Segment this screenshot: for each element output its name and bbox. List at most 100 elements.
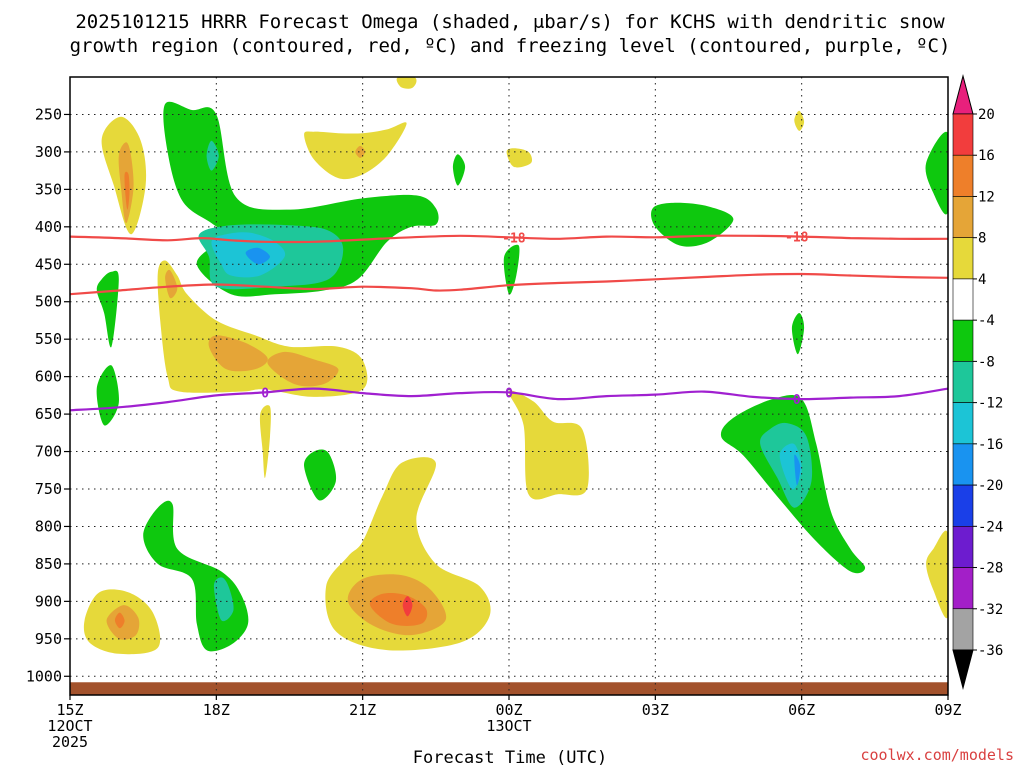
colorbar-label-8: -16 xyxy=(978,437,1003,453)
freezing-label-0: 0 xyxy=(261,386,269,401)
dendritic-label-1: -18 xyxy=(785,230,809,245)
colorbar-label-4: 4 xyxy=(978,272,986,288)
grid-lines xyxy=(70,77,948,695)
ground-band xyxy=(70,682,948,695)
colorbar-bin-13 xyxy=(952,608,974,651)
colorbar-bin-5 xyxy=(952,278,974,321)
colorbar-label-3: 8 xyxy=(978,231,986,247)
title-line-1: 2025101215 HRRR Forecast Omega (shaded, … xyxy=(75,11,945,33)
y-tick-label-450: 450 xyxy=(35,255,62,273)
colorbar-bin-10 xyxy=(952,484,974,527)
omega-region-35 xyxy=(304,449,337,501)
colorbar-label-9: -20 xyxy=(978,478,1003,494)
x-tick-label-12-0: 03Z xyxy=(642,701,669,719)
colorbar-label-2: 12 xyxy=(978,189,995,205)
colorbar: 20 16 12 8 4 -4 -8 -12 -16 -20 -24 -28 -32 -36 xyxy=(952,74,1003,690)
dendritic-label-0: -18 xyxy=(502,231,526,246)
omega-region-13 xyxy=(259,405,271,479)
omega-region-32 xyxy=(96,270,119,348)
colorbar-label-13: -36 xyxy=(978,643,1003,659)
omega-region-8 xyxy=(794,110,805,131)
omega-region-12 xyxy=(267,351,339,387)
omega-region-18 xyxy=(402,596,413,617)
omega-region-41 xyxy=(213,577,234,622)
y-tick-label-250: 250 xyxy=(35,105,62,123)
colorbar-bin-4 xyxy=(952,237,974,280)
omega-region-22 xyxy=(926,530,948,619)
omega-region-5 xyxy=(304,122,407,180)
y-tick-label-350: 350 xyxy=(35,180,62,198)
contour-lines: -18 -18 0 0 0 xyxy=(69,230,949,412)
x-tick-label-15-0: 06Z xyxy=(788,701,815,719)
colorbar-top-arrow xyxy=(952,74,974,115)
y-tick-label-400: 400 xyxy=(35,218,62,236)
omega-region-3 xyxy=(124,171,130,210)
colorbar-label-11: -28 xyxy=(978,561,1003,577)
omega-region-7 xyxy=(506,148,533,168)
colorbar-bin-8 xyxy=(952,402,974,445)
omega-region-11 xyxy=(208,335,268,372)
omega-region-34 xyxy=(791,313,805,355)
omega-region-10 xyxy=(165,269,178,299)
x-tick-label-3-0: 18Z xyxy=(203,701,230,719)
colorbar-label-1: 16 xyxy=(978,148,995,164)
omega-region-30 xyxy=(651,202,734,247)
omega-region-27 xyxy=(206,140,219,171)
x-tick-label-9-0: 00Z xyxy=(495,701,522,719)
omega-region-40 xyxy=(143,500,249,652)
colorbar-label-10: -24 xyxy=(978,519,1003,535)
omega-region-39 xyxy=(794,454,801,486)
colorbar-label-12: -32 xyxy=(978,602,1003,618)
x-tick-label-6-0: 21Z xyxy=(349,701,376,719)
colorbar-bin-3 xyxy=(952,196,974,238)
ground-surface xyxy=(70,682,948,695)
title-line-2: growth region (contoured, red, ºC) and f… xyxy=(70,35,951,57)
y-tick-label-300: 300 xyxy=(35,143,62,161)
colorbar-label-0: 20 xyxy=(978,107,995,123)
x-tick-label-18-0: 09Z xyxy=(934,701,961,719)
chart-title: 2025101215 HRRR Forecast Omega (shaded, … xyxy=(70,11,951,57)
y-tick-label-500: 500 xyxy=(35,293,62,311)
omega-region-28 xyxy=(452,154,466,186)
freezing-label-1: 0 xyxy=(505,386,513,401)
y-tick-label-950: 950 xyxy=(35,630,62,648)
colorbar-label-6: -8 xyxy=(978,354,995,370)
dendritic-contour-1 xyxy=(69,234,949,244)
credit-text: coolwx.com/models xyxy=(860,746,1014,764)
omega-region-26 xyxy=(245,247,270,265)
omega-region-4 xyxy=(396,77,417,89)
colorbar-bin-12 xyxy=(952,567,974,610)
colorbar-bin-11 xyxy=(952,526,974,568)
dendritic-contour-2 xyxy=(69,272,949,296)
freezing-label-2: 0 xyxy=(793,393,801,408)
colorbar-label-7: -12 xyxy=(978,396,1003,412)
pressure-axis: 250 300 350 400 450 500 550 600 650 700 750 800 850 9… xyxy=(26,105,70,685)
omega-region-29 xyxy=(503,244,520,295)
freezing-level-contour xyxy=(69,387,949,412)
x-tick-label-0-2: 2025 xyxy=(52,733,88,751)
omega-region-6 xyxy=(355,145,366,158)
omega-region-21 xyxy=(114,612,125,629)
colorbar-bin-7 xyxy=(952,361,974,403)
colorbar-bin-2 xyxy=(952,154,974,197)
y-tick-label-1000: 1000 xyxy=(26,667,62,685)
y-tick-label-700: 700 xyxy=(35,443,62,461)
omega-region-33 xyxy=(96,365,119,426)
omega-shaded-regions xyxy=(83,77,948,655)
colorbar-bin-6 xyxy=(952,319,974,362)
omega-region-31 xyxy=(925,131,948,215)
y-tick-label-600: 600 xyxy=(35,368,62,386)
colorbar-label-5: -4 xyxy=(978,313,995,329)
y-tick-label-550: 550 xyxy=(35,330,62,348)
y-tick-label-850: 850 xyxy=(35,555,62,573)
y-tick-label-900: 900 xyxy=(35,592,62,610)
x-tick-label-9-1: 13OCT xyxy=(486,717,531,735)
y-tick-label-650: 650 xyxy=(35,405,62,423)
colorbar-bottom-arrow xyxy=(952,649,974,690)
colorbar-bin-1 xyxy=(952,113,974,156)
omega-region-14 xyxy=(508,390,589,500)
x-axis-label: Forecast Time (UTC) xyxy=(413,748,607,768)
x-tick-label-0-0: 15Z xyxy=(56,701,83,719)
y-tick-label-750: 750 xyxy=(35,480,62,498)
